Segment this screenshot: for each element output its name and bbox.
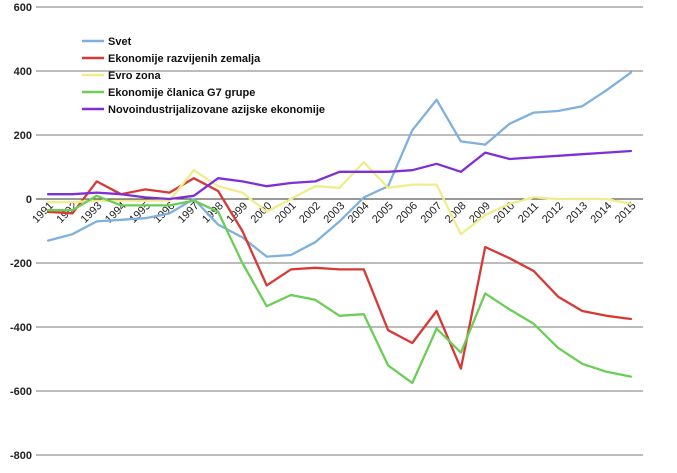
y-tick-label: 0 [26, 194, 32, 206]
y-tick-label: -400 [10, 322, 32, 334]
x-tick-label: 2013 [564, 200, 590, 226]
y-tick-label: 600 [14, 2, 32, 14]
series-line [46, 149, 633, 201]
gridlines [36, 6, 643, 456]
x-tick-label: 2011 [516, 200, 541, 225]
series-line [46, 177, 633, 370]
y-tick-label: 400 [14, 66, 32, 78]
x-tick-label: 2000 [249, 200, 275, 226]
series-line [46, 71, 633, 258]
y-axis-ticks: -800 -600 -400 -200 0 200 400 600 [10, 2, 32, 462]
y-tick-label: -600 [10, 386, 32, 398]
x-tick-label: 2006 [394, 200, 420, 226]
legend: Svet Ekonomije razvijenih zemalja Evro zon… [82, 36, 325, 116]
x-tick-label: 2007 [419, 200, 445, 226]
x-tick-label: 2005 [370, 200, 396, 226]
x-tick-label: 2002 [297, 200, 323, 226]
legend-label: Ekonomije članica G7 grupe [108, 87, 255, 99]
legend-label: Ekonomije razvijenih zemalja [108, 53, 261, 65]
y-tick-label: -800 [10, 450, 32, 462]
legend-label: Svet [108, 36, 132, 48]
x-tick-label: 2012 [540, 200, 566, 226]
x-tick-label: 2001 [273, 200, 299, 226]
series-line [46, 161, 633, 236]
legend-label: Novoindustrijalizovane azijske ekonomije [108, 104, 325, 116]
x-tick-label: 1995 [127, 200, 153, 226]
series-lines [46, 71, 633, 385]
y-tick-label: 200 [14, 130, 32, 142]
legend-label: Evro zona [108, 70, 161, 82]
series-line [46, 194, 633, 385]
y-tick-label: -200 [10, 258, 32, 270]
x-tick-label: 2003 [321, 200, 347, 226]
x-axis-ticks: 1991199219931994199519961997199819992000… [30, 200, 639, 226]
x-tick-label: 2014 [589, 200, 615, 226]
